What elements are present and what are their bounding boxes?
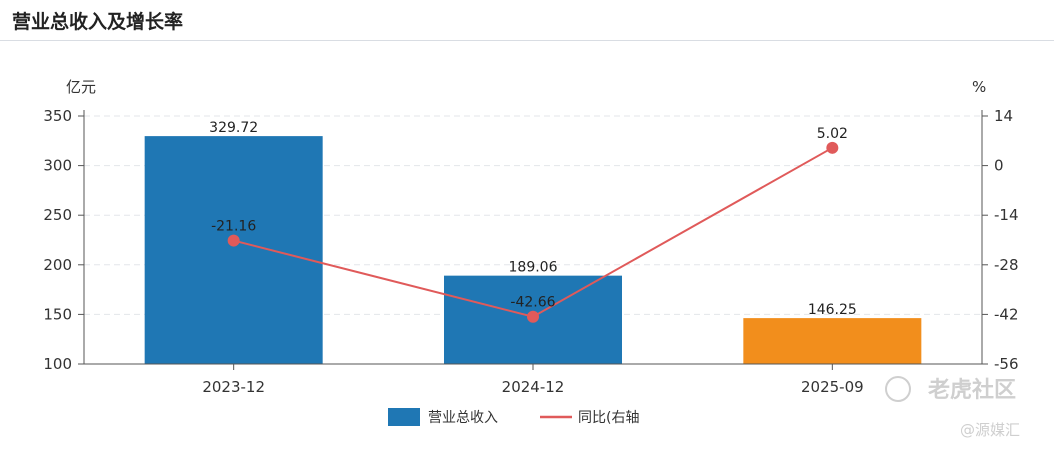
revenue-data-label: 146.25 bbox=[808, 302, 857, 318]
right-tick-label: 14 bbox=[994, 107, 1013, 125]
revenue-data-label: 189.06 bbox=[509, 260, 558, 276]
left-tick-label: 350 bbox=[43, 107, 72, 125]
axes: 100 150 200 250 300 350 -56 -42 -28 -14 0 14 2023-12… bbox=[43, 107, 1018, 396]
data-labels: 329.72 189.06 146.25 -21.16 -42.66 5.02 bbox=[209, 120, 857, 318]
revenue-bar bbox=[144, 136, 323, 364]
legend-label-yoy: 同比(右轴 bbox=[578, 410, 639, 426]
watermark-sub: @源媒汇 bbox=[960, 421, 1020, 439]
legend: 营业总收入 同比(右轴 bbox=[388, 408, 639, 426]
line-series bbox=[227, 141, 839, 323]
watermark: 老虎社区 @源媒汇 bbox=[885, 376, 1020, 439]
left-tick-label: 150 bbox=[43, 305, 72, 323]
right-tick-label: -56 bbox=[994, 355, 1019, 373]
bar-series bbox=[144, 136, 922, 364]
left-tick-label: 200 bbox=[43, 256, 72, 274]
legend-label-revenue: 营业总收入 bbox=[428, 410, 498, 426]
yoy-point bbox=[527, 310, 539, 323]
revenue-data-label: 329.72 bbox=[209, 120, 258, 136]
right-tick-label: -28 bbox=[994, 256, 1019, 274]
chart-title: 营业总收入及增长率 bbox=[12, 11, 184, 33]
legend-swatch-revenue bbox=[388, 408, 420, 426]
left-axis-unit: 亿元 bbox=[66, 78, 96, 96]
yoy-data-label: 5.02 bbox=[817, 126, 848, 142]
chart-header: 营业总收入及增长率 bbox=[0, 0, 1054, 41]
left-tick-label: 300 bbox=[43, 157, 72, 175]
right-tick-label: -14 bbox=[994, 206, 1019, 224]
x-tick-label: 2024-12 bbox=[502, 378, 565, 396]
revenue-bar bbox=[743, 318, 922, 364]
watermark-main: 老虎社区 bbox=[927, 377, 1016, 403]
x-tick-label: 2025-09 bbox=[801, 378, 864, 396]
right-tick-label: -42 bbox=[994, 305, 1019, 323]
watermark-logo-icon bbox=[885, 376, 911, 402]
x-tick-label: 2023-12 bbox=[202, 378, 265, 396]
yoy-data-label: -42.66 bbox=[510, 295, 555, 311]
left-tick-label: 250 bbox=[43, 206, 72, 224]
left-tick-label: 100 bbox=[43, 355, 72, 373]
right-tick-label: 0 bbox=[994, 157, 1004, 175]
yoy-data-label: -21.16 bbox=[211, 219, 256, 235]
yoy-point bbox=[227, 234, 240, 247]
yoy-point bbox=[826, 141, 839, 154]
right-axis-unit: % bbox=[972, 78, 986, 96]
